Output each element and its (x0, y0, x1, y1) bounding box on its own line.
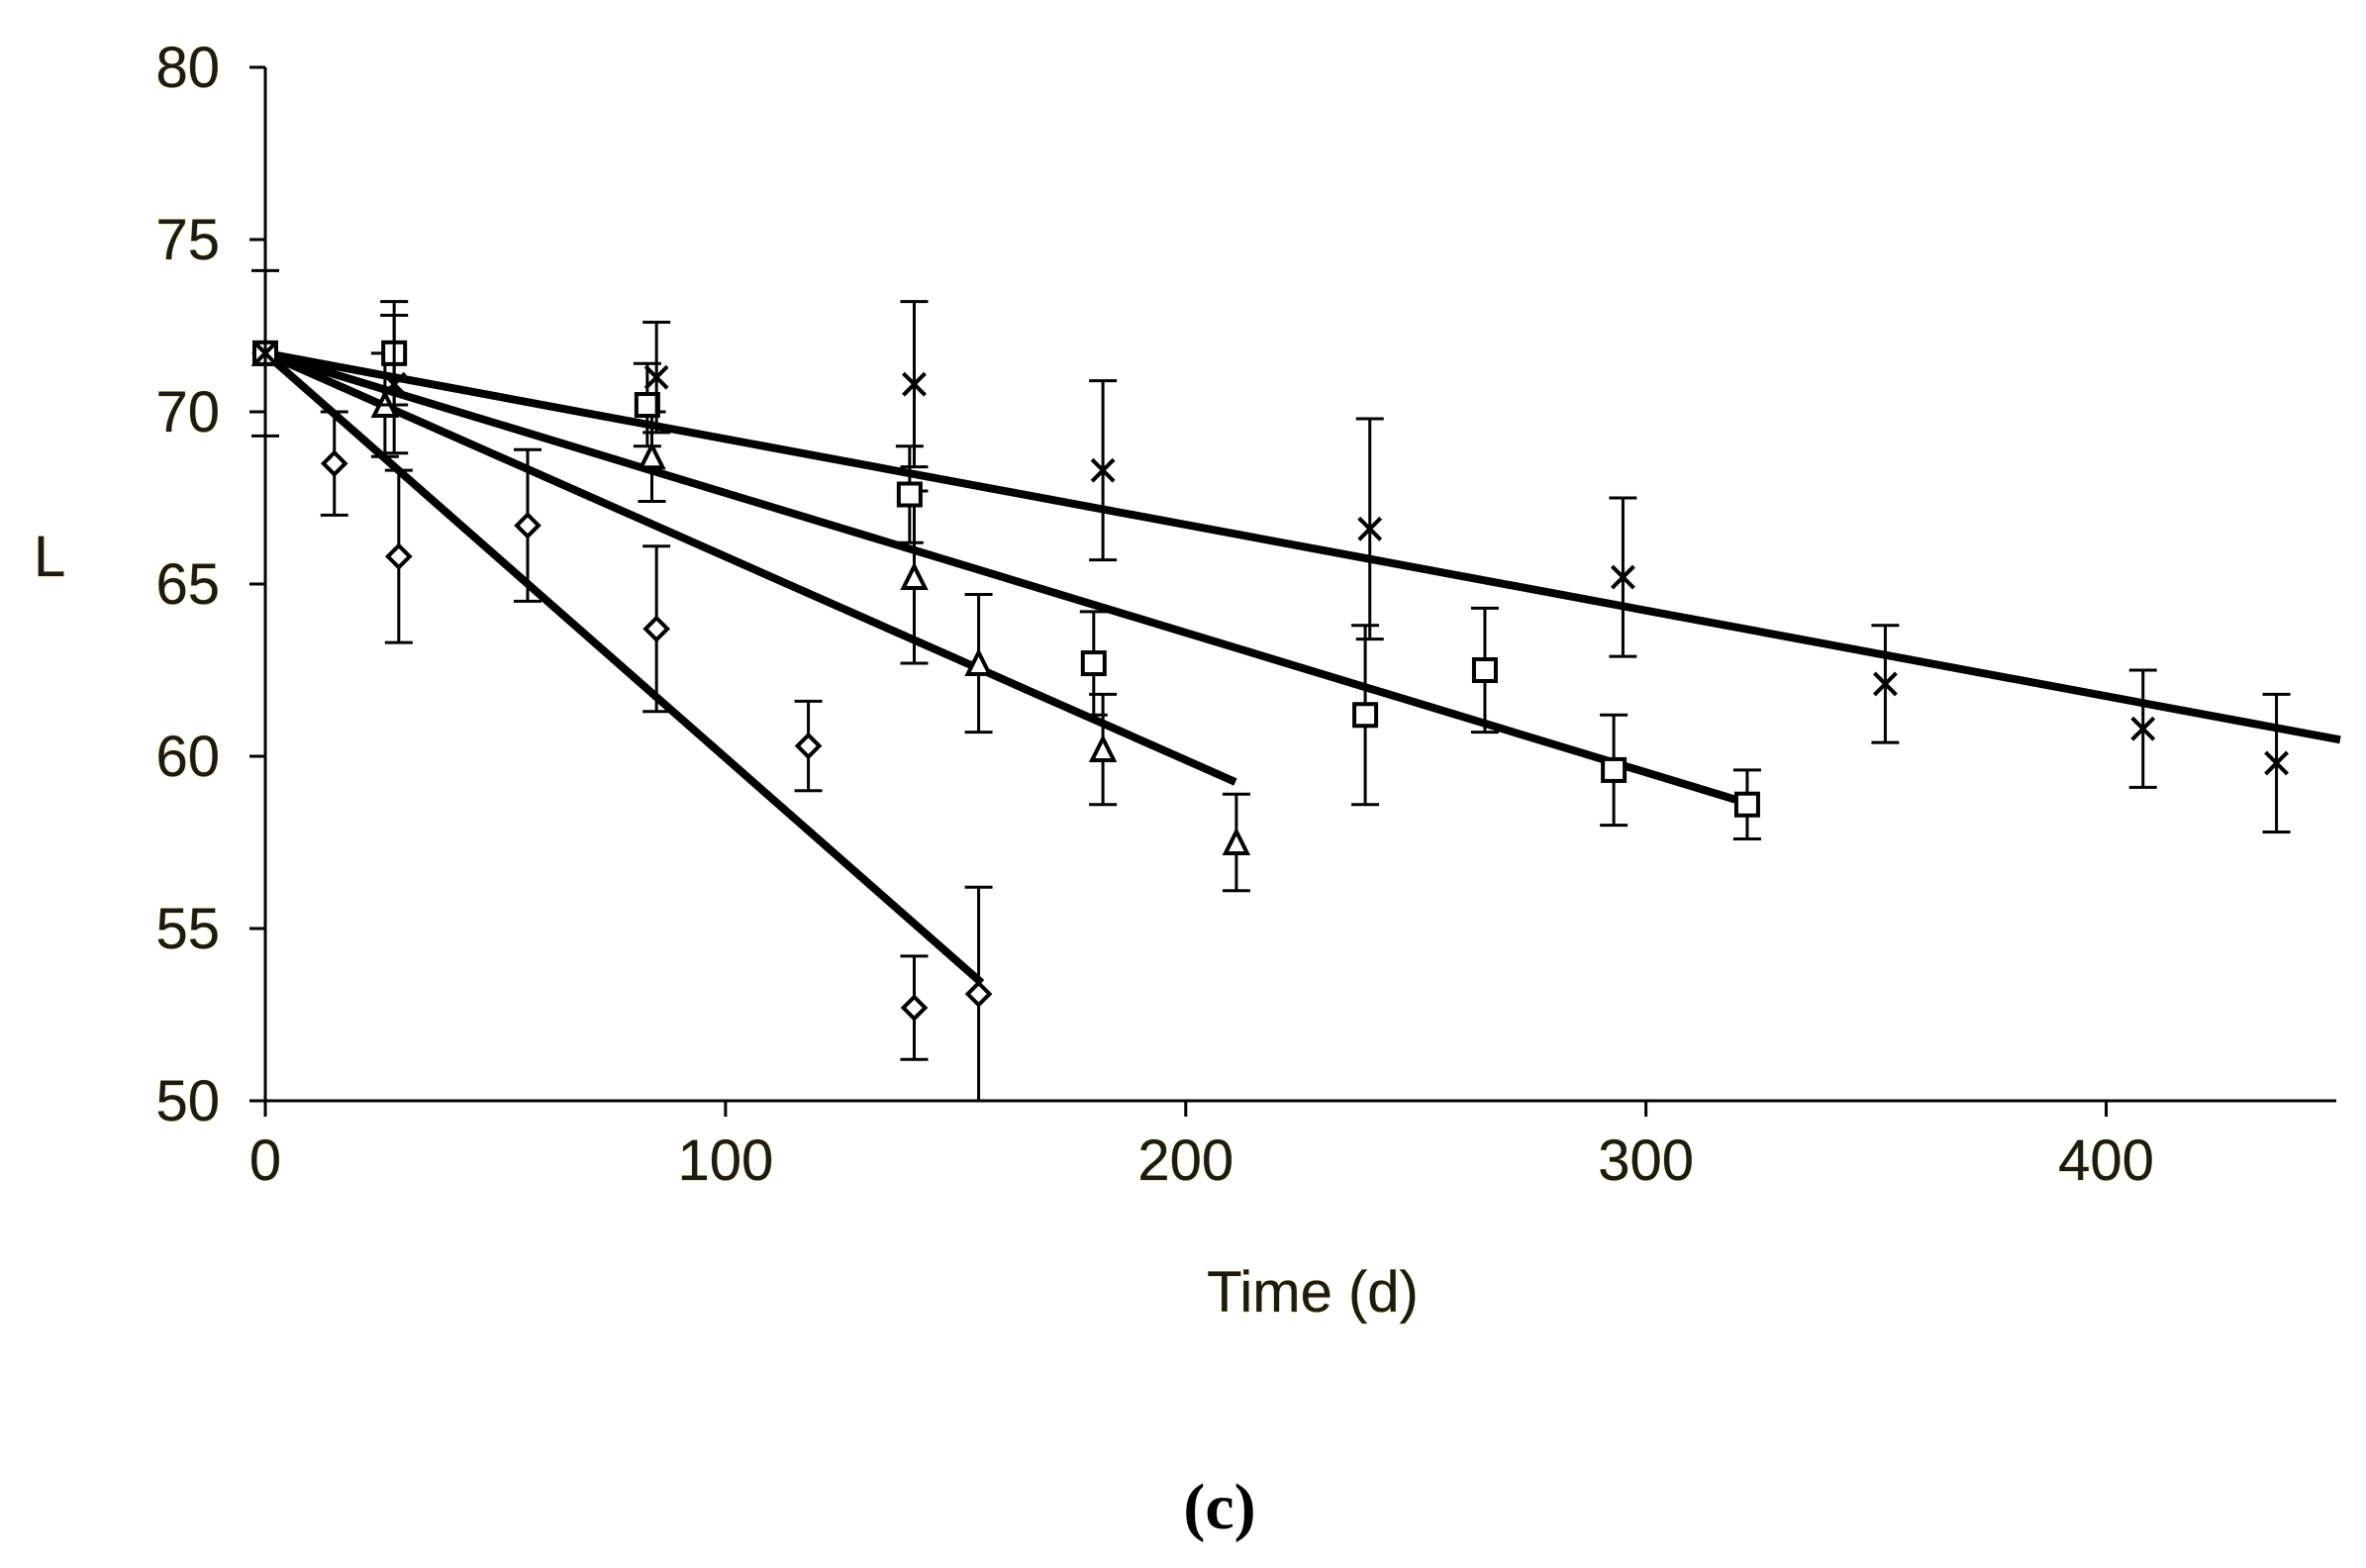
cross-stroke (1357, 516, 1383, 541)
data-point-diamond-series-1 (900, 994, 929, 1022)
cross-stroke (643, 364, 669, 390)
y-tick-label: 60 (155, 725, 220, 789)
fit-line-4 (260, 348, 2341, 744)
x-tick-label: 300 (1598, 1128, 1694, 1193)
y-axis-title: L (34, 525, 65, 589)
x-tick-label: 100 (677, 1128, 773, 1193)
panel-label: (c) (1183, 1471, 1255, 1543)
data-point-cross-series-4 (1090, 457, 1116, 483)
data-point-square-series-3 (1080, 650, 1107, 677)
axes: 50 55 60 65 70 75 80 0 100 200 300 400 (155, 36, 2336, 1193)
data-point-cross-series-4 (381, 371, 407, 397)
data-point-triangle-series-2 (1222, 827, 1251, 855)
x-tick-label: 200 (1137, 1128, 1233, 1193)
y-tick-label: 80 (155, 36, 220, 100)
data-point-square-series-3 (1733, 791, 1760, 818)
data-point-triangle-series-2 (638, 441, 666, 470)
data-point-triangle-series-2 (900, 561, 929, 591)
data-point-square-series-3 (1471, 657, 1498, 683)
data-point-triangle-series-2 (964, 647, 993, 677)
data-point-diamond-series-1 (642, 615, 670, 643)
data-point-diamond-series-1 (384, 542, 413, 570)
y-tick-label: 65 (155, 552, 220, 617)
fit-line-2 (259, 347, 1237, 786)
data-point-diamond-series-1 (514, 512, 542, 539)
data-point-cross-series-4 (902, 371, 927, 397)
data-point-square-series-3 (896, 481, 923, 508)
data-point-cross-series-4 (643, 364, 669, 390)
data-point-triangle-series-2 (1088, 734, 1118, 763)
data-point-diamond-series-1 (964, 980, 993, 1008)
cross-stroke (902, 371, 927, 397)
cross-stroke (2264, 750, 2289, 776)
y-tick-label: 55 (155, 897, 220, 961)
cross-stroke (252, 341, 278, 366)
cross-stroke (2130, 716, 2156, 741)
data-point-cross-series-4 (2130, 716, 2156, 741)
data-point-cross-series-4 (1872, 671, 1898, 697)
x-axis-title: Time (d) (1207, 1260, 1419, 1324)
fit-line-1 (259, 347, 985, 986)
data-point-diamond-series-1 (794, 732, 823, 760)
data-markers (250, 268, 2291, 1101)
fit-line-3 (260, 347, 1757, 810)
y-tick-label: 50 (155, 1069, 220, 1133)
data-point-cross-series-4 (1357, 516, 1383, 541)
cross-stroke (1611, 564, 1635, 590)
y-tick-label: 70 (155, 380, 220, 444)
data-point-diamond-series-1 (320, 449, 348, 478)
data-point-square-series-3 (634, 392, 660, 419)
data-point-cross-series-4 (2264, 750, 2289, 776)
data-point-cross-series-4 (252, 341, 278, 366)
fit-lines (259, 347, 2341, 986)
cross-stroke (1090, 457, 1116, 483)
data-point-square-series-3 (1352, 702, 1379, 729)
x-tick-label: 0 (249, 1128, 281, 1193)
cross-stroke (381, 371, 407, 397)
y-tick-label: 75 (155, 208, 220, 272)
cross-stroke (1872, 671, 1898, 697)
x-tick-label: 400 (2058, 1128, 2154, 1193)
data-point-square-series-3 (1601, 756, 1627, 783)
data-point-cross-series-4 (1611, 564, 1635, 590)
